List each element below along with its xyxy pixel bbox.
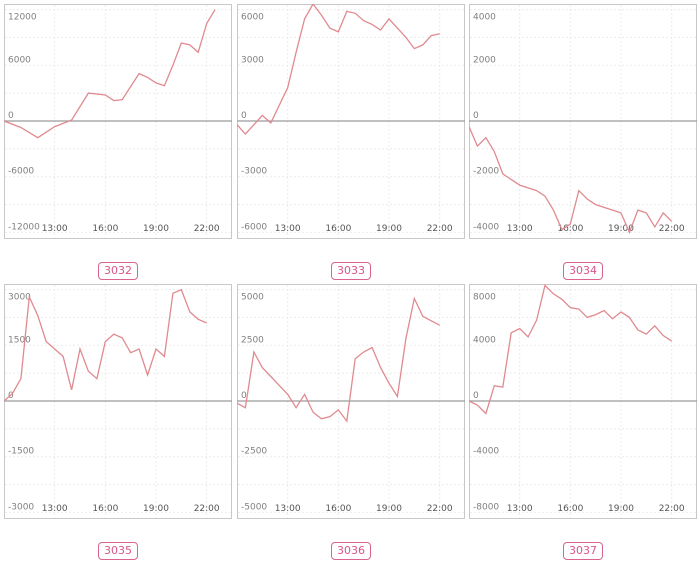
- y-tick-label: 5000: [241, 293, 264, 303]
- x-tick-label: 13:00: [42, 504, 68, 514]
- y-tick-label: -3000: [8, 502, 34, 512]
- y-tick-label: 0: [473, 111, 479, 121]
- chart-svg: 5000 2500 0 -2500 -5000 13:00 16:00 19:00 22:00: [237, 284, 465, 519]
- y-tick-label: -1500: [8, 447, 34, 457]
- x-tick-label: 22:00: [194, 224, 220, 234]
- y-tick-label: 6000: [241, 13, 264, 23]
- series-line: [237, 4, 440, 135]
- x-tick-label: 13:00: [42, 224, 68, 234]
- y-tick-label: 0: [473, 391, 479, 401]
- chart-label-badge[interactable]: 3037: [563, 542, 603, 560]
- x-tick-label: 22:00: [659, 504, 685, 514]
- y-tick-label: -6000: [241, 222, 267, 232]
- y-tick-label: 0: [241, 391, 247, 401]
- chart-panel-3033: 6000 3000 0 -3000 -6000 13:00 16:00 19:00 22:00 3…: [237, 4, 465, 280]
- chart-svg: 4000 2000 0 -2000 -4000 13:00 16:00 19:00 22:00: [469, 4, 697, 239]
- chart-panel-3037: 8000 4000 0 -4000 -8000 13:00 16:00 19:00 22:00 3…: [469, 284, 697, 560]
- y-tick-label: -12000: [8, 222, 40, 232]
- y-tick-label: 3000: [8, 293, 31, 303]
- x-tick-label: 13:00: [275, 504, 301, 514]
- series-line: [4, 288, 207, 402]
- y-tick-label: -2500: [241, 447, 267, 457]
- x-tick-label: 16:00: [557, 224, 583, 234]
- series-line: [237, 296, 440, 423]
- y-tick-label: 4000: [473, 335, 496, 345]
- y-tick-label: -4000: [473, 447, 499, 457]
- chart-svg: 6000 3000 0 -3000 -6000 13:00 16:00 19:00 22:00: [237, 4, 465, 239]
- x-tick-label: 16:00: [325, 224, 351, 234]
- x-tick-label: 16:00: [92, 504, 118, 514]
- y-tick-label: 12000: [8, 13, 37, 23]
- series-line: [469, 126, 673, 235]
- series-line: [469, 284, 673, 415]
- y-tick-label: 0: [8, 111, 14, 121]
- chart-panel-3034: 4000 2000 0 -2000 -4000 13:00 16:00 19:00 22:00 3…: [469, 4, 697, 280]
- chart-panel-3036: 5000 2500 0 -2500 -5000 13:00 16:00 19:00 22:00 3…: [237, 284, 465, 560]
- chart-svg: 8000 4000 0 -4000 -8000 13:00 16:00 19:00 22:00: [469, 284, 697, 519]
- y-tick-label: 4000: [473, 13, 496, 23]
- chart-svg: 12000 6000 0 -6000 -12000 13:00 16:00 19:00 22:0…: [4, 4, 232, 239]
- chart-svg: 3000 1500 0 -1500 -3000 13:00 16:00 19:00 22:00: [4, 284, 232, 519]
- x-tick-label: 19:00: [143, 504, 169, 514]
- chart-label-badge[interactable]: 3032: [98, 262, 138, 280]
- y-tick-label: 3000: [241, 55, 264, 65]
- chart-label-badge[interactable]: 3033: [331, 262, 371, 280]
- series-line: [4, 9, 216, 139]
- x-tick-label: 19:00: [608, 224, 634, 234]
- x-tick-label: 16:00: [557, 504, 583, 514]
- x-tick-label: 19:00: [143, 224, 169, 234]
- x-tick-label: 19:00: [376, 504, 402, 514]
- x-tick-label: 22:00: [659, 224, 685, 234]
- x-tick-label: 16:00: [325, 504, 351, 514]
- x-tick-label: 22:00: [427, 504, 453, 514]
- x-tick-label: 16:00: [92, 224, 118, 234]
- x-tick-label: 13:00: [507, 224, 533, 234]
- y-tick-label: 0: [241, 111, 247, 121]
- y-tick-label: -4000: [473, 222, 499, 232]
- x-tick-label: 13:00: [507, 504, 533, 514]
- y-tick-label: 2500: [241, 335, 264, 345]
- y-tick-label: 8000: [473, 293, 496, 303]
- y-tick-label: 2000: [473, 55, 496, 65]
- y-tick-label: -6000: [8, 167, 34, 177]
- y-tick-label: 0: [8, 391, 14, 401]
- chart-panel-3035: 3000 1500 0 -1500 -3000 13:00 16:00 19:00 22:00 3…: [4, 284, 232, 560]
- chart-label-badge[interactable]: 3034: [563, 262, 603, 280]
- y-tick-label: -2000: [473, 167, 499, 177]
- chart-label-badge[interactable]: 3035: [98, 542, 138, 560]
- x-tick-label: 13:00: [275, 224, 301, 234]
- chart-label-badge[interactable]: 3036: [331, 542, 371, 560]
- x-tick-label: 22:00: [194, 504, 220, 514]
- chart-panel-3032: 12000 6000 0 -6000 -12000 13:00 16:00 19:00 22:0…: [4, 4, 232, 280]
- y-tick-label: -3000: [241, 167, 267, 177]
- x-tick-label: 19:00: [376, 224, 402, 234]
- y-tick-label: -5000: [241, 502, 267, 512]
- y-tick-label: 1500: [8, 335, 31, 345]
- y-tick-label: -8000: [473, 502, 499, 512]
- y-tick-label: 6000: [8, 55, 31, 65]
- x-tick-label: 19:00: [608, 504, 634, 514]
- x-tick-label: 22:00: [427, 224, 453, 234]
